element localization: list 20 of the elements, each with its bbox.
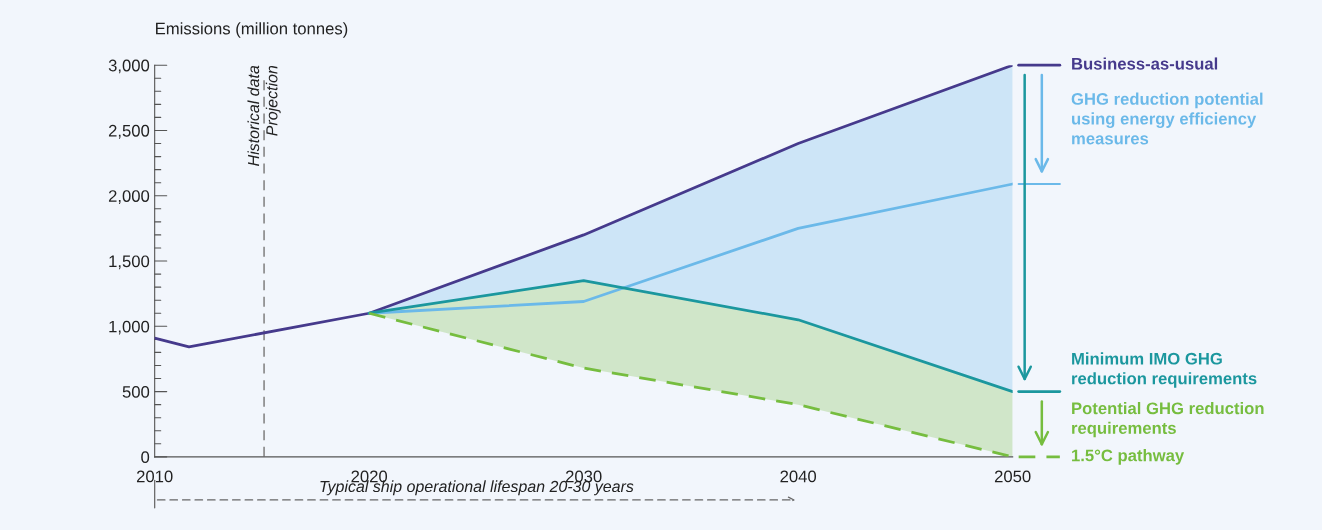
line-series <box>154 65 1013 349</box>
legend-label: Business-as-usual <box>1072 57 1218 70</box>
text: Minimum IMO GHG reduction requirements <box>1072 352 1257 388</box>
annotation: Projection <box>265 65 281 136</box>
y-tick-label: 1,500 <box>109 255 150 270</box>
y-tick-label: 2,000 <box>108 190 150 204</box>
y-tick-label: 0 <box>141 451 150 464</box>
y-tick-label: 3,000 <box>108 59 150 74</box>
text: Potential GHG reduction requirements <box>1072 401 1264 438</box>
text: GHG reduction potential using energy efficiency measures <box>1071 92 1263 145</box>
y-tick-label: 500 <box>122 385 150 398</box>
line-series <box>367 279 1013 393</box>
x-tick-label: 2010 <box>136 470 173 483</box>
x-tick-label: 2040 <box>780 470 817 483</box>
y-axis-title: Emissions (million tonnes) <box>156 22 348 38</box>
legend-label: 1.5°C pathway <box>1072 449 1185 465</box>
ref-line-label: Historical data <box>247 65 260 166</box>
y-tick-label: 2,500 <box>108 124 150 139</box>
y-tick-label: 1,000 <box>109 320 150 335</box>
x-tick-label: 2050 <box>994 470 1031 483</box>
